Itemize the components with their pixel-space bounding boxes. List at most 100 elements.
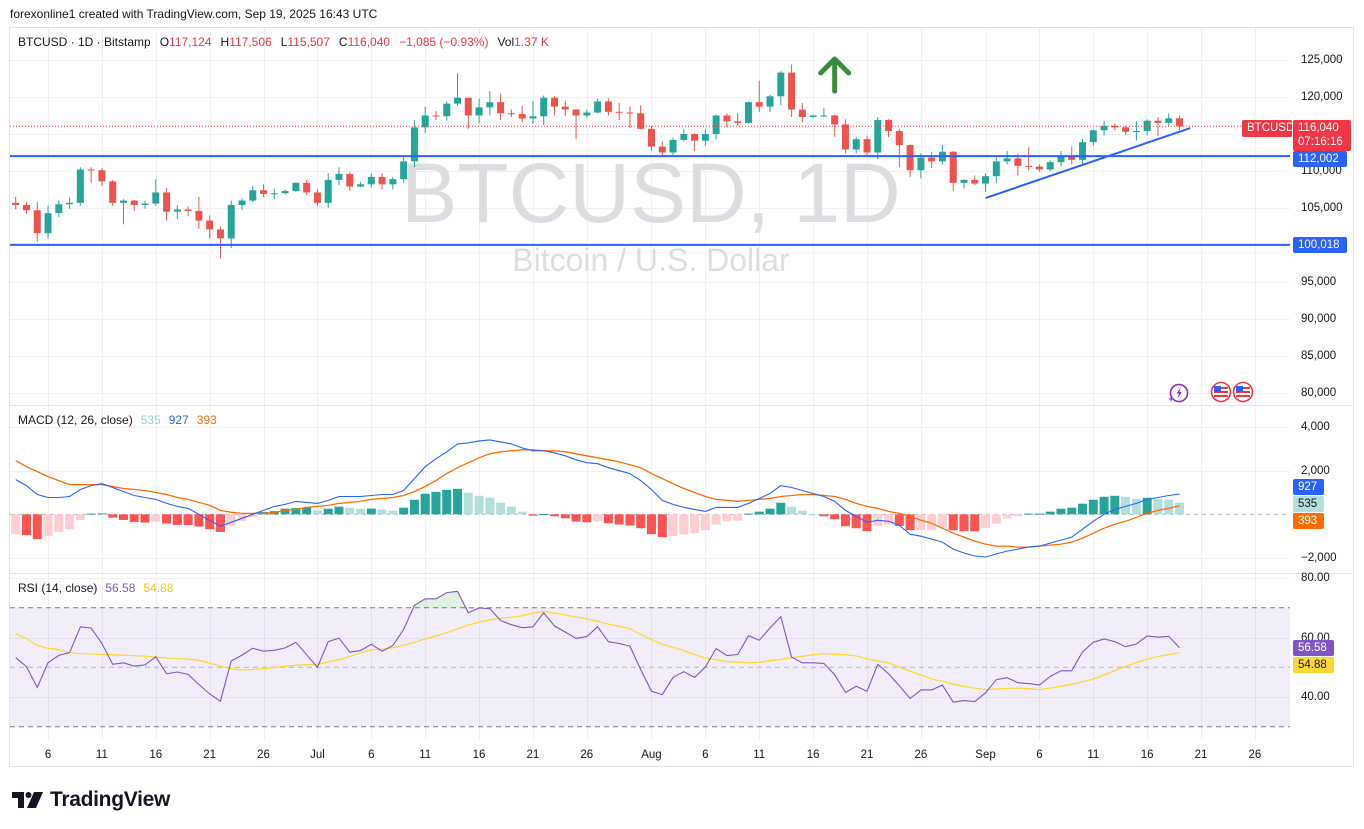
candle [1143,119,1151,136]
candle [475,98,483,123]
macd-histogram-bar [345,507,355,515]
macd-histogram-bar [668,514,678,537]
macd-histogram-bar [1067,507,1077,515]
us-flag-icon[interactable] [1232,381,1254,403]
candle [464,97,472,129]
macd-histogram-bar [86,513,96,515]
macd-histogram-bar [280,508,290,515]
macd-histogram-bar [334,506,344,515]
candle [281,189,289,195]
price-axis-label: 125,000 [1301,54,1343,66]
symbol-price-tag: BTCUSD [1242,120,1294,137]
candle [723,113,731,128]
candle [992,157,1000,183]
time-axis-label: 26 [914,749,928,761]
macd-histogram-bar [129,514,139,522]
candle [98,168,106,186]
volume-value: 1.37 K [514,35,549,49]
macd-histogram-bar [54,514,64,532]
macd-histogram-bar [1088,499,1098,515]
macd-histogram-bar [1034,513,1044,515]
macd-histogram-bar [733,514,743,521]
candle [410,119,418,168]
macd-histogram-bar [851,514,861,529]
candle [173,205,181,220]
rsi-legend[interactable]: RSI (14, close) 56.58 54.88 [18,581,173,595]
grid-lines [10,28,1290,740]
time-axis-label: 6 [368,749,375,761]
candle [1079,139,1087,165]
candle [1111,123,1119,131]
candle [874,116,882,160]
macd-histogram-bar [21,514,31,536]
macd-histogram-bar [819,514,829,517]
candle [109,179,117,206]
symbol-title[interactable]: BTCUSD · 1D · Bitstamp [18,35,151,49]
candle [87,167,95,183]
candle [701,128,709,146]
macd-histogram-bar [366,508,376,515]
macd-pane[interactable] [10,439,1290,558]
candle [594,98,602,114]
macd-histogram-bar [108,514,118,518]
macd-legend[interactable]: MACD (12, 26, close) 535 927 393 [18,413,217,427]
candle [12,196,20,210]
candle [141,200,149,209]
candle [831,114,839,137]
us-flag-icon[interactable] [1210,381,1232,403]
candle [260,184,268,197]
candle [637,105,645,130]
candle [626,106,634,129]
low-value: 115,507 [287,35,330,49]
macd-histogram-bar [690,514,700,534]
symbol-legend[interactable]: BTCUSD · 1D · Bitstamp O 117,124 H 117,5… [18,35,549,49]
time-axis-label: 16 [806,749,820,761]
candle [712,114,720,140]
macd-title[interactable]: MACD (12, 26, close) [18,413,133,427]
price-axis-label: 95,000 [1301,276,1337,288]
change-value: −1,085 (−0.93%) [399,35,489,49]
time-axis-label: 26 [257,749,270,761]
candle [938,145,946,165]
macd-histogram-bar [1045,511,1055,515]
macd-histogram-bar [593,514,603,522]
macd-axis-label: 4,000 [1301,421,1330,433]
macd-signal-value: 393 [196,413,217,427]
macd-histogram-bar [420,493,430,515]
tradingview-logo[interactable]: TradingView [12,788,170,812]
candle [1057,151,1065,167]
candle [798,102,806,123]
rsi-ma-value: 54.88 [143,581,174,595]
macd-histogram-bar [377,509,387,515]
candle [529,101,537,124]
arrow-up-icon[interactable] [818,56,852,94]
rsi-pane[interactable] [10,590,1290,728]
candle [1003,151,1011,165]
macd-histogram-bar [550,514,559,517]
candle [313,188,321,206]
time-axis-label: 11 [95,749,108,761]
macd-histogram-bar [1110,495,1120,515]
horizontal-line-tag-lower: 100,018 [1293,237,1347,253]
price-pane[interactable] [10,56,1290,259]
trendline-drawing[interactable] [985,127,1191,199]
candle [66,197,74,209]
candle [691,133,699,152]
candle [400,156,408,183]
macd-signal-tag: 393 [1293,513,1324,529]
candle [852,136,860,154]
macd-histogram-bar [937,514,947,528]
candle [680,128,688,142]
candle [163,188,171,221]
candle [734,113,742,126]
macd-histogram-bar [172,514,182,525]
macd-histogram-bar [1131,498,1141,515]
macd-histogram-bar [560,514,570,519]
macd-histogram-bar [636,514,646,529]
lightning-icon[interactable] [1167,382,1189,404]
rsi-title[interactable]: RSI (14, close) [18,581,98,595]
candle [497,93,505,120]
low-label: L [280,35,288,49]
candle [292,182,300,192]
